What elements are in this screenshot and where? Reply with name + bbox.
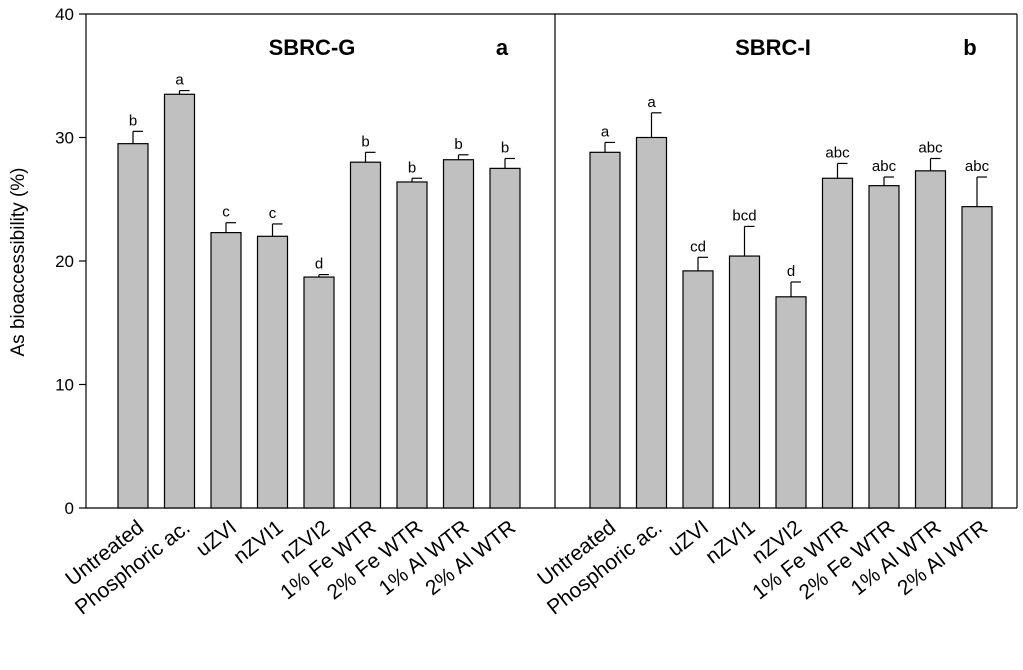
bar bbox=[396, 181, 428, 509]
bar bbox=[163, 93, 196, 509]
bar bbox=[635, 136, 668, 509]
bar bbox=[589, 151, 621, 509]
significance-label: abc bbox=[918, 139, 943, 156]
significance-label: b bbox=[361, 133, 369, 150]
panel-letter: b bbox=[963, 35, 976, 60]
y-axis-label: As bioaccessibility (%) bbox=[8, 168, 29, 357]
significance-label: b bbox=[454, 136, 462, 153]
bar bbox=[349, 161, 382, 509]
significance-label: abc bbox=[965, 158, 990, 175]
significance-label: a bbox=[175, 72, 184, 89]
significance-label: d bbox=[787, 263, 795, 280]
significance-label: b bbox=[501, 139, 509, 156]
y-tick-label: 20 bbox=[55, 252, 74, 271]
bar bbox=[821, 177, 854, 509]
significance-label: d bbox=[315, 256, 323, 273]
panel-title: SBRC-I bbox=[735, 35, 811, 60]
significance-label: c bbox=[222, 204, 230, 221]
bar bbox=[210, 231, 242, 509]
bar bbox=[489, 167, 521, 509]
bar bbox=[961, 206, 993, 509]
significance-label: a bbox=[647, 94, 656, 111]
significance-label: b bbox=[408, 159, 416, 176]
bar bbox=[728, 255, 761, 509]
y-tick-label: 40 bbox=[55, 5, 74, 24]
significance-label: b bbox=[129, 112, 137, 129]
significance-label: abc bbox=[872, 158, 897, 175]
significance-label: bcd bbox=[732, 207, 756, 224]
bar bbox=[682, 270, 714, 509]
significance-label: cd bbox=[690, 238, 706, 255]
significance-label: a bbox=[601, 123, 610, 140]
bar bbox=[775, 296, 807, 509]
bar bbox=[117, 143, 149, 509]
bar bbox=[868, 185, 900, 509]
bar bbox=[303, 276, 335, 509]
y-tick-label: 10 bbox=[55, 376, 74, 395]
significance-label: c bbox=[269, 205, 277, 222]
significance-label: abc bbox=[825, 144, 850, 161]
bar bbox=[442, 159, 475, 509]
panel-letter: a bbox=[496, 35, 509, 60]
bar bbox=[256, 235, 289, 509]
y-tick-label: 0 bbox=[65, 499, 74, 518]
x-tick-label: nZVI1 bbox=[701, 516, 759, 569]
x-tick-label: nZVI1 bbox=[229, 516, 287, 569]
panel-title: SBRC-G bbox=[269, 35, 356, 60]
y-tick-label: 30 bbox=[55, 129, 74, 148]
bar bbox=[914, 170, 947, 509]
